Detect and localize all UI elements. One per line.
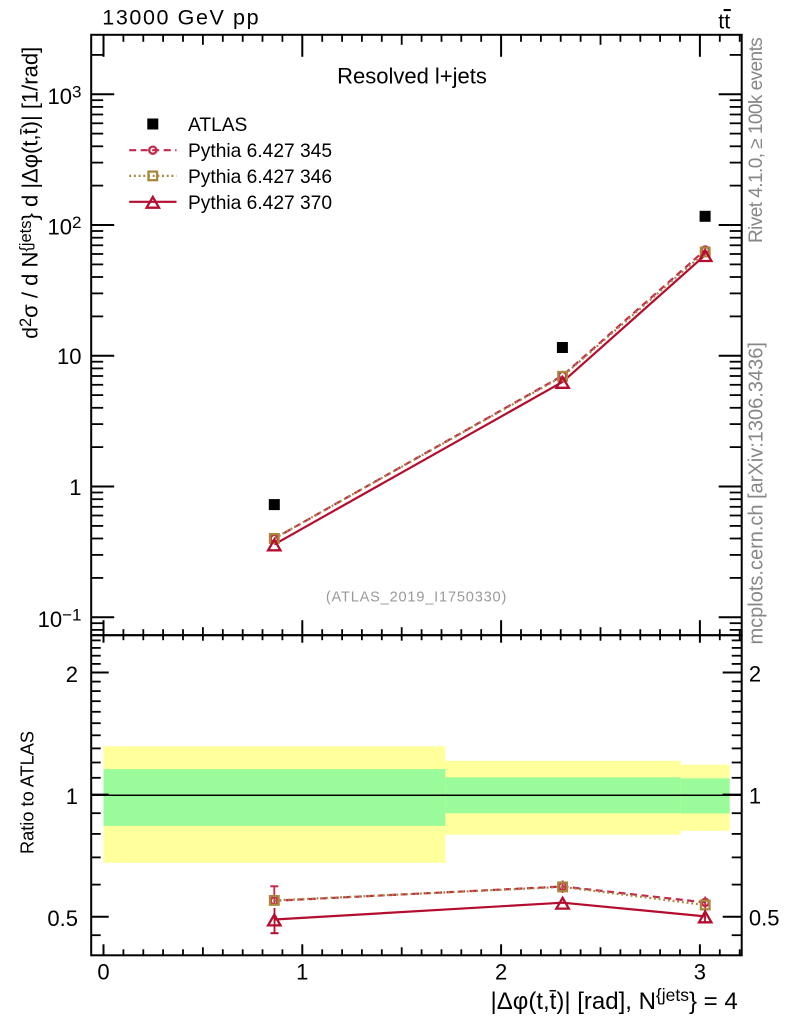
svg-text:1: 1 [749, 784, 761, 809]
svg-text:103: 103 [48, 82, 82, 109]
svg-text:2: 2 [749, 662, 761, 687]
svg-text:3: 3 [694, 959, 706, 984]
svg-text:10−1: 10−1 [38, 605, 82, 632]
svg-text:Pythia 6.427 346: Pythia 6.427 346 [188, 167, 332, 188]
svg-text:10: 10 [57, 344, 81, 369]
svg-text:2: 2 [66, 662, 78, 687]
svg-text:Pythia 6.427 370: Pythia 6.427 370 [188, 193, 332, 214]
svg-text:102: 102 [48, 213, 82, 240]
svg-text:Resolved l+jets: Resolved l+jets [337, 64, 487, 89]
svg-text:1: 1 [296, 959, 308, 984]
svg-text:Rivet 4.1.0, ≥ 100k events: Rivet 4.1.0, ≥ 100k events [746, 38, 767, 243]
svg-text:2: 2 [495, 959, 507, 984]
svg-text:1: 1 [69, 475, 81, 500]
svg-text:|Δφ(t,t̄)| [rad], N{jets} = 4: |Δφ(t,t̄)| [rad], N{jets} = 4 [491, 985, 738, 1015]
svg-text:mcplots.cern.ch [arXiv:1306.34: mcplots.cern.ch [arXiv:1306.3436] [746, 342, 768, 644]
svg-text:0.5: 0.5 [47, 906, 78, 931]
svg-text:13000 GeV pp: 13000 GeV pp [102, 6, 260, 30]
svg-text:0.5: 0.5 [749, 906, 780, 931]
svg-text:1: 1 [66, 784, 78, 809]
svg-text:Ratio to ATLAS: Ratio to ATLAS [18, 731, 38, 854]
svg-text:tt: tt [718, 10, 730, 34]
svg-text:Pythia 6.427 345: Pythia 6.427 345 [188, 141, 332, 162]
svg-text:ATLAS: ATLAS [188, 115, 247, 136]
svg-text:(ATLAS_2019_I1750330): (ATLAS_2019_I1750330) [326, 589, 507, 605]
svg-text:d2σ / d N{jets} d |Δφ(t,t̄)| [: d2σ / d N{jets} d |Δφ(t,t̄)| [1/rad] [17, 47, 43, 339]
svg-text:0: 0 [97, 959, 109, 984]
